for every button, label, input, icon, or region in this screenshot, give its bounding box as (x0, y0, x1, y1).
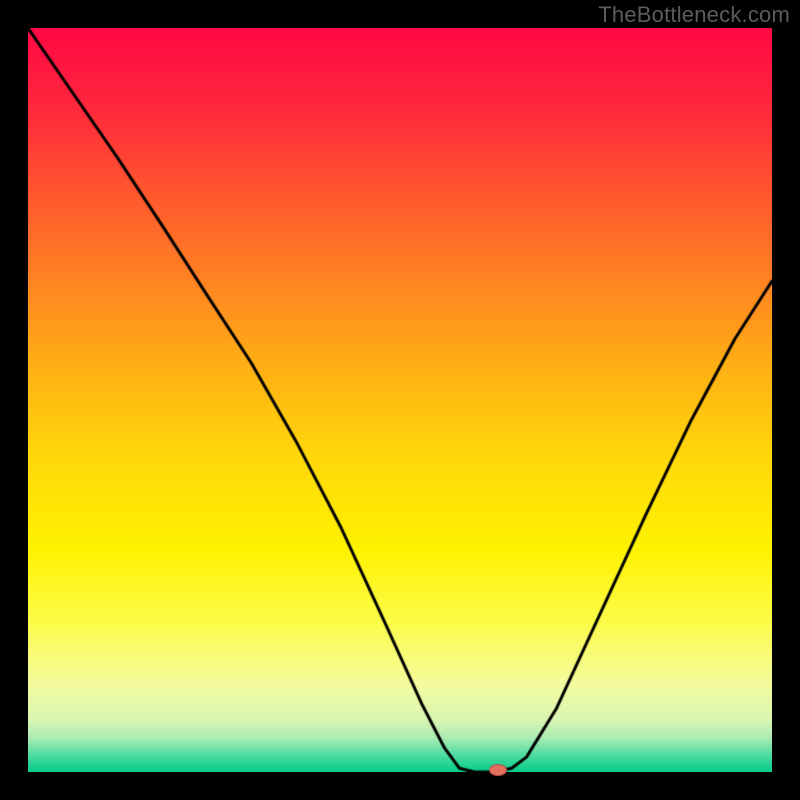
bottleneck-curve (28, 28, 772, 772)
watermark-text: TheBottleneck.com (598, 2, 790, 28)
plot-area (28, 28, 772, 772)
chart-frame: TheBottleneck.com (0, 0, 800, 800)
optimal-point-marker (489, 764, 507, 776)
